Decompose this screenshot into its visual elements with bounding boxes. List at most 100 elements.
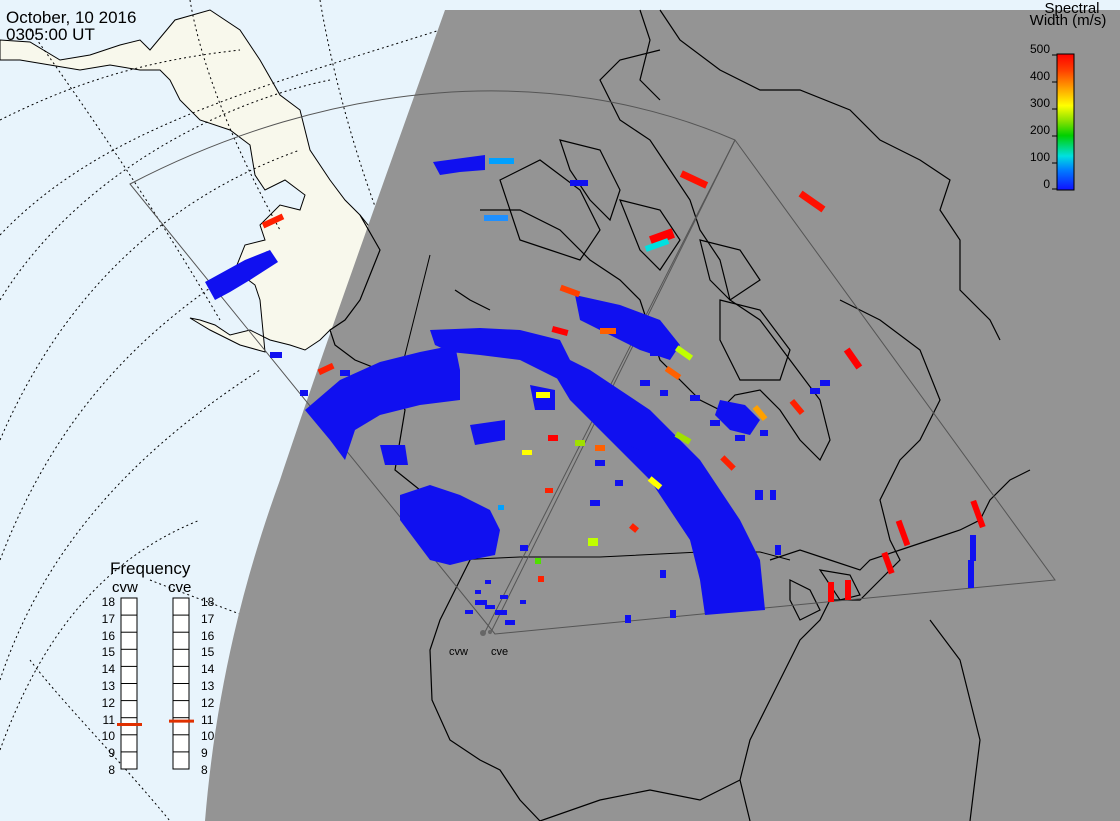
backscatter-cell bbox=[770, 490, 776, 500]
freq-tick-cvw: 17 bbox=[101, 611, 115, 626]
freq-tick-cve: 14 bbox=[201, 662, 215, 677]
frequency-gauges bbox=[120, 597, 190, 770]
colorbar-title: Spectral bbox=[1044, 0, 1100, 17]
backscatter-cell bbox=[305, 345, 460, 460]
backscatter-cell bbox=[810, 388, 820, 394]
backscatter-cell bbox=[475, 590, 481, 594]
backscatter-cell bbox=[548, 435, 558, 441]
colorbar-tick: 400 bbox=[1029, 69, 1050, 83]
colorbar-unit: Width (m/s) bbox=[1029, 12, 1107, 29]
backscatter-cell bbox=[843, 347, 863, 370]
backscatter-cell bbox=[551, 326, 569, 336]
frequency-title: Frequency bbox=[110, 559, 191, 578]
backscatter-cell bbox=[679, 170, 709, 189]
date-label: October, 10 2016 bbox=[6, 8, 137, 27]
backscatter-cell bbox=[690, 395, 700, 401]
backscatter-cell bbox=[595, 460, 605, 466]
freq-tick-cvw: 13 bbox=[101, 679, 115, 693]
backscatter-cell bbox=[475, 600, 487, 605]
freq-tick-cvw: 12 bbox=[101, 695, 115, 710]
backscatter-cell bbox=[270, 352, 282, 358]
backscatter-cell bbox=[300, 390, 308, 396]
daylight-land bbox=[0, 9, 381, 353]
backscatter-cell bbox=[845, 580, 851, 600]
freq-tick-cve: 11 bbox=[201, 712, 214, 727]
backscatter-cell bbox=[498, 505, 504, 510]
backscatter-cell bbox=[545, 488, 553, 493]
freq-tick-cve: 18 bbox=[201, 595, 215, 609]
backscatter-cell bbox=[895, 519, 911, 547]
colorbar-ticks bbox=[1052, 54, 1057, 190]
freq-tick-cve: 16 bbox=[201, 628, 215, 643]
freq-tick-cvw: 10 bbox=[101, 729, 115, 744]
backscatter-cell bbox=[664, 365, 682, 381]
backscatter-cell bbox=[317, 362, 335, 376]
backscatter-cell bbox=[710, 420, 720, 426]
backscatter-cell bbox=[600, 400, 650, 450]
backscatter-cell bbox=[485, 605, 495, 609]
frequency-radar-cve: cve bbox=[168, 579, 192, 596]
backscatter-cell bbox=[644, 238, 670, 252]
backscatter-cells bbox=[205, 155, 986, 625]
backscatter-cell bbox=[820, 380, 830, 386]
backscatter-cell bbox=[660, 570, 666, 578]
backscatter-cell bbox=[380, 445, 408, 465]
backscatter-cell bbox=[588, 538, 598, 546]
backscatter-cell bbox=[968, 560, 974, 588]
freq-tick-cvw: 18 bbox=[101, 595, 115, 609]
backscatter-cell bbox=[485, 580, 491, 584]
freq-tick-cvw: 16 bbox=[101, 628, 115, 643]
backscatter-cell bbox=[625, 615, 631, 623]
backscatter-cell bbox=[538, 576, 544, 582]
freq-tick-cvw: 11 bbox=[102, 712, 115, 727]
backscatter-cell bbox=[798, 190, 826, 213]
station-label-cve: cve bbox=[491, 646, 509, 658]
backscatter-cell bbox=[261, 213, 285, 229]
backscatter-cell bbox=[484, 215, 508, 221]
backscatter-cell bbox=[590, 500, 600, 506]
backscatter-cell bbox=[535, 558, 541, 564]
backscatter-cell bbox=[205, 250, 278, 300]
station-marker-cvw bbox=[480, 630, 486, 636]
backscatter-cell bbox=[674, 345, 694, 361]
freq-tick-cve: 13 bbox=[201, 679, 215, 693]
backscatter-cell bbox=[720, 455, 736, 471]
freq-tick-cvw: 14 bbox=[101, 662, 115, 677]
backscatter-cell bbox=[570, 180, 588, 186]
backscatter-cell bbox=[629, 523, 639, 533]
backscatter-cell bbox=[505, 620, 515, 625]
backscatter-cell bbox=[647, 476, 663, 490]
backscatter-cell bbox=[536, 392, 550, 398]
backscatter-cell bbox=[522, 450, 532, 455]
backscatter-cell bbox=[465, 610, 473, 614]
coastlines bbox=[329, 9, 1031, 821]
backscatter-cell bbox=[489, 158, 514, 164]
freq-tick-cve: 10 bbox=[201, 729, 215, 744]
colorbar-tick: 300 bbox=[1029, 96, 1050, 110]
freq-tick-cve: 9 bbox=[201, 746, 208, 761]
colorbar bbox=[1056, 53, 1075, 191]
frequency-radar-cvw: cvw bbox=[112, 579, 138, 596]
backscatter-cell bbox=[575, 440, 585, 446]
station-marker-cve bbox=[488, 630, 492, 634]
backscatter-cell bbox=[670, 610, 676, 618]
colorbar-tick: 200 bbox=[1029, 123, 1050, 137]
backscatter-cell bbox=[400, 485, 500, 565]
backscatter-cell bbox=[495, 610, 507, 615]
backscatter-cell bbox=[735, 435, 745, 441]
backscatter-cell bbox=[881, 551, 895, 575]
backscatter-cell bbox=[500, 595, 508, 599]
freq-tick-cve: 8 bbox=[201, 763, 208, 777]
colorbar-tick: 0 bbox=[1043, 177, 1050, 191]
colorbar-tick: 100 bbox=[1029, 150, 1050, 164]
time-label: 0305:00 UT bbox=[6, 25, 95, 44]
backscatter-cell bbox=[760, 430, 768, 436]
backscatter-cell bbox=[650, 350, 660, 356]
station-label-cvw: cvw bbox=[449, 646, 468, 658]
backscatter-cell bbox=[595, 445, 605, 451]
backscatter-cell bbox=[970, 499, 986, 529]
latitude-grid bbox=[0, 0, 441, 821]
backscatter-cell bbox=[520, 600, 526, 604]
backscatter-cell bbox=[715, 400, 760, 435]
